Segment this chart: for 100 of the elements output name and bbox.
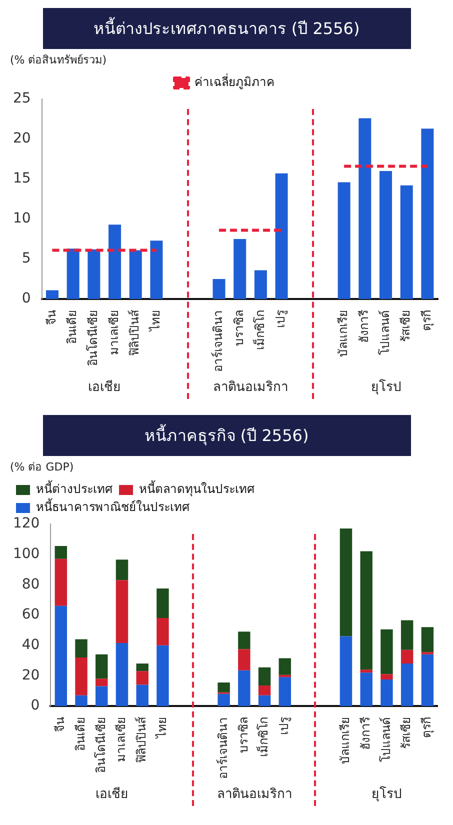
- x-tick-label: อินโดนีเซีย: [94, 717, 108, 773]
- bar: [66, 248, 80, 299]
- legend-label: หนี้ต่างประเทศ: [36, 480, 113, 496]
- y-tick-label: 20: [22, 667, 40, 684]
- x-tick-label: บัลแกเรีย: [336, 310, 350, 357]
- text: ยุโรป: [370, 378, 401, 395]
- bar: [380, 629, 393, 674]
- bar: [400, 620, 414, 650]
- chart-title: หนี้ต่างประเทศภาคธนาคาร (ปี 2556): [42, 8, 410, 49]
- y-axis-title: (% ต่อสินทรัพย์รวม): [10, 53, 107, 66]
- bar: [88, 249, 100, 299]
- bar: [54, 558, 68, 606]
- bar: [400, 185, 413, 299]
- bar: [156, 618, 169, 646]
- bar: [400, 664, 414, 706]
- bar: [400, 650, 414, 664]
- bar: [136, 684, 148, 706]
- bar: [340, 528, 352, 636]
- y-tick-label: 25: [12, 90, 31, 107]
- x-tick-label: มาเลเซีย: [114, 717, 128, 762]
- bar: [108, 224, 122, 299]
- bar: [278, 658, 292, 675]
- text: เอเชีย: [88, 378, 121, 395]
- y-tick-label: 120: [12, 516, 40, 532]
- bar: [421, 128, 434, 299]
- x-tick-label: ฟิลิปปินส์: [134, 716, 148, 763]
- bar: [380, 171, 392, 299]
- y-tick-label: 40: [22, 636, 40, 653]
- x-tick-label: โปแลนด์: [378, 310, 392, 355]
- x-tick-label: ตุรกี: [420, 717, 435, 738]
- bar: [46, 290, 58, 299]
- bar: [156, 588, 169, 618]
- bar: [116, 643, 128, 706]
- x-tick-label: ไทย: [154, 717, 169, 739]
- y-tick-label: 60: [22, 606, 40, 623]
- bar: [116, 580, 128, 644]
- bar: [421, 654, 434, 706]
- x-tick-label: ฮังการี: [358, 716, 372, 750]
- y-axis-title: (% ต่อ GDP): [10, 460, 74, 474]
- bar: [360, 551, 372, 670]
- bar: [116, 560, 128, 580]
- legend-label: ค่าเฉลี่ยภูมิภาค: [194, 73, 274, 90]
- x-tick-label: ไทย: [148, 310, 163, 332]
- x-tick-label: จีน: [53, 717, 68, 732]
- bar: [218, 682, 230, 692]
- bar: [150, 240, 163, 299]
- bar: [96, 678, 108, 686]
- y-tick-label: 80: [22, 576, 40, 592]
- bar: [340, 636, 352, 706]
- y-tick-label: 100: [12, 546, 40, 562]
- x-tick-label: บราซิล: [232, 310, 246, 346]
- x-tick-label: บราซิล: [236, 717, 250, 753]
- bar: [258, 686, 271, 696]
- y-tick-label: 20: [12, 130, 31, 147]
- x-tick-label: เปรู: [274, 309, 289, 328]
- bar: [380, 674, 393, 680]
- bar: [75, 639, 88, 658]
- legend-label: หนี้ธนาคารพาณิชย์ในประเทศ: [36, 498, 190, 514]
- bar: [238, 632, 250, 650]
- bar: [96, 654, 108, 679]
- x-tick-label: ตุรกี: [420, 310, 435, 331]
- bar: [234, 239, 246, 299]
- chart-title: หนี้ภาคธุรกิจ (ปี 2556): [42, 415, 410, 456]
- y-tick-label: 15: [12, 170, 31, 187]
- x-tick-label: เม็กซิโก: [256, 717, 271, 757]
- text: ยุโรป: [372, 786, 402, 802]
- x-tick-label: มาเลเซีย: [106, 310, 121, 355]
- x-tick-label: อาร์เจนตินา: [216, 717, 230, 779]
- bar: [338, 182, 350, 299]
- bar: [360, 672, 372, 706]
- bar: [75, 657, 88, 696]
- x-tick-label: อินโดนีเซีย: [86, 310, 100, 366]
- x-tick-label: บัลแกเรีย: [338, 717, 352, 764]
- bar: [136, 664, 148, 672]
- x-tick-label: จีน: [44, 310, 58, 325]
- bar: [358, 118, 372, 299]
- bar: [258, 667, 271, 686]
- x-tick-label: ฮังการี: [357, 309, 372, 343]
- bar: [54, 606, 68, 706]
- x-tick-label: รัสเซีย: [399, 717, 414, 749]
- text: ลาตินอเมริกา: [216, 786, 292, 802]
- x-tick-label: อินเดีย: [65, 310, 80, 344]
- y-tick-label: 0: [22, 290, 31, 307]
- bar: [238, 649, 250, 670]
- legend-label: หนี้ตลาดทุนในประเทศ: [139, 480, 255, 498]
- bar: [421, 627, 434, 652]
- x-tick-label: โปแลนด์: [378, 717, 393, 762]
- y-tick-label: 10: [12, 210, 31, 227]
- text: ลาตินอเมริกา: [212, 380, 288, 395]
- bar: [360, 670, 372, 673]
- bar: [275, 173, 288, 299]
- x-tick-label: อาร์เจนตินา: [211, 310, 226, 372]
- bar: [136, 671, 148, 685]
- bar: [156, 645, 169, 706]
- x-tick-label: อินเดีย: [73, 717, 88, 751]
- bar: [238, 670, 250, 706]
- bar: [218, 694, 230, 706]
- bar: [96, 686, 108, 706]
- x-tick-label: เปรู: [277, 716, 292, 735]
- y-tick-label: 5: [22, 250, 31, 267]
